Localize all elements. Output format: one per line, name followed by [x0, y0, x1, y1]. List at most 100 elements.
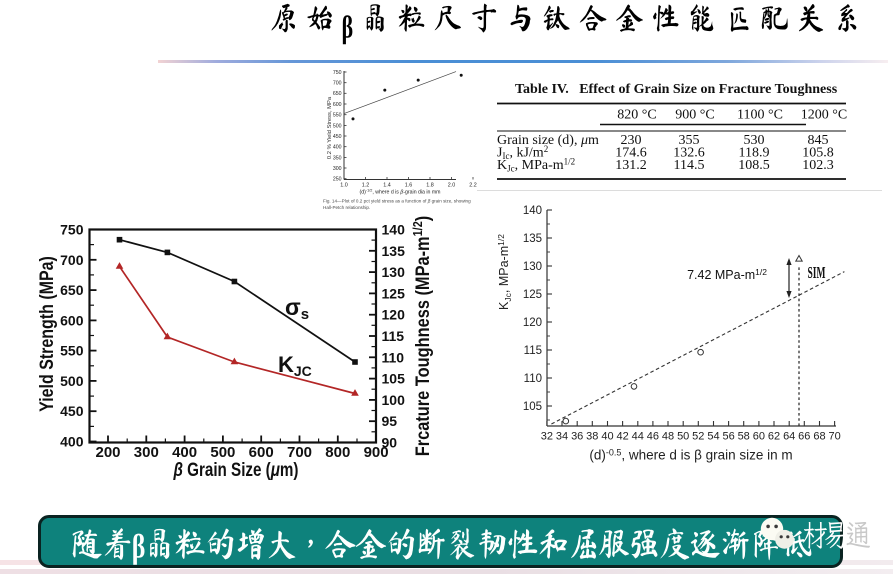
svg-text:KJc, MPa-m1/2: KJc, MPa-m1/2	[497, 157, 575, 174]
svg-text:650: 650	[333, 91, 342, 97]
svg-text:1.2: 1.2	[362, 183, 370, 189]
svg-text:130: 130	[523, 261, 542, 273]
svg-text:120: 120	[382, 307, 406, 323]
svg-text:174.6: 174.6	[615, 146, 647, 161]
svg-text:52: 52	[692, 431, 704, 443]
svg-text:42: 42	[616, 431, 628, 443]
svg-text:114.5: 114.5	[674, 158, 705, 173]
svg-text:KJC: KJC	[278, 352, 312, 379]
svg-text:1.6: 1.6	[405, 183, 413, 189]
svg-text:115: 115	[524, 345, 542, 357]
svg-text:JIc, kJ/m2: JIc, kJ/m2	[497, 144, 548, 161]
svg-text:300: 300	[333, 166, 342, 172]
svg-text:Frcature Toughness (MPa-m1/2): Frcature Toughness (MPa-m1/2)	[410, 216, 433, 456]
svg-text:131.2: 131.2	[615, 158, 647, 173]
svg-text:700: 700	[60, 252, 84, 268]
svg-text:125: 125	[382, 285, 406, 301]
svg-text:64: 64	[783, 431, 795, 443]
svg-text:800: 800	[325, 444, 350, 461]
svg-text:530: 530	[744, 133, 765, 148]
svg-text:0.2 % Yield Stress, MPa: 0.2 % Yield Stress, MPa	[327, 96, 333, 159]
svg-text:125: 125	[523, 289, 542, 301]
svg-text:Hall-Petch relationship.: Hall-Petch relationship.	[323, 205, 370, 210]
svg-text:(d)-0.5, where d is β grain si: (d)-0.5, where d is β grain size in m	[589, 448, 792, 463]
svg-text:Fig. 14—Plot of 0.2 pct yield: Fig. 14—Plot of 0.2 pct yield stress as …	[323, 199, 471, 204]
svg-text:400: 400	[333, 145, 342, 151]
svg-text:120: 120	[523, 317, 542, 329]
svg-text:118.9: 118.9	[739, 146, 770, 161]
svg-text:115: 115	[382, 328, 405, 344]
svg-text:36: 36	[571, 431, 583, 443]
svg-text:820 °C: 820 °C	[617, 108, 656, 123]
svg-text:400: 400	[172, 444, 197, 461]
svg-text:1200 °C: 1200 °C	[801, 108, 847, 123]
svg-text:250: 250	[333, 177, 342, 183]
svg-text:66: 66	[798, 431, 810, 443]
svg-text:Yield Strength (MPa): Yield Strength (MPa)	[36, 256, 58, 412]
svg-text:90: 90	[382, 435, 398, 451]
svg-text:102.3: 102.3	[802, 158, 834, 173]
svg-text:550: 550	[60, 343, 84, 359]
svg-text:2.0: 2.0	[448, 183, 456, 189]
svg-text:54: 54	[707, 431, 719, 443]
svg-text:100: 100	[382, 392, 406, 408]
svg-text:105: 105	[523, 401, 542, 413]
svg-text:450: 450	[333, 134, 342, 140]
svg-text:500: 500	[210, 444, 235, 461]
svg-text:450: 450	[60, 403, 84, 419]
svg-text:56: 56	[722, 431, 734, 443]
svg-text:Table IV. Effect of Grain Si: Table IV. Effect of Grain Size on Fractu…	[515, 82, 838, 97]
svg-text:600: 600	[60, 312, 84, 328]
svg-text:300: 300	[134, 444, 159, 461]
svg-text:700: 700	[287, 444, 312, 461]
svg-text:105.8: 105.8	[802, 146, 834, 161]
svg-text:750: 750	[60, 222, 84, 238]
svg-text:68: 68	[813, 431, 825, 443]
svg-text:70: 70	[828, 431, 840, 443]
svg-text:700: 700	[333, 81, 342, 87]
svg-text:355: 355	[679, 133, 700, 148]
svg-text:58: 58	[738, 431, 750, 443]
svg-text:105: 105	[382, 371, 406, 387]
svg-text:7.42 MPa-m1/2: 7.42 MPa-m1/2	[687, 267, 767, 282]
svg-text:500: 500	[333, 123, 342, 129]
svg-text:132.6: 132.6	[673, 146, 705, 161]
svg-text:48: 48	[662, 431, 674, 443]
svg-text:46: 46	[647, 431, 659, 443]
svg-text:600: 600	[249, 444, 274, 461]
svg-text:KJc, MPa-m1/2: KJc, MPa-m1/2	[496, 234, 513, 310]
svg-text:50: 50	[677, 431, 689, 443]
svg-text:135: 135	[523, 233, 542, 245]
svg-text:32: 32	[541, 431, 553, 443]
svg-text:600: 600	[333, 102, 342, 108]
svg-text:500: 500	[60, 373, 84, 389]
svg-text:62: 62	[768, 431, 780, 443]
svg-text:900 °C: 900 °C	[675, 108, 714, 123]
svg-text:1.8: 1.8	[426, 183, 434, 189]
svg-text:140: 140	[382, 222, 406, 238]
svg-text:σs: σs	[285, 294, 309, 323]
svg-text:350: 350	[333, 155, 342, 161]
svg-text:750: 750	[333, 70, 342, 76]
svg-text:2.2: 2.2	[469, 183, 477, 189]
svg-text:1.0: 1.0	[340, 183, 348, 189]
svg-text:110: 110	[382, 349, 405, 365]
svg-text:135: 135	[382, 243, 406, 259]
svg-text:400: 400	[60, 434, 84, 450]
svg-text:β Grain Size (μm): β Grain Size (μm)	[173, 458, 299, 480]
svg-text:200: 200	[95, 444, 120, 461]
svg-text:110: 110	[524, 373, 542, 385]
svg-text:1100 °C: 1100 °C	[737, 108, 783, 123]
svg-text:550: 550	[333, 113, 342, 119]
svg-text:(d)-1/2, where d is β-grain di: (d)-1/2, where d is β-grain dia in mm	[359, 189, 440, 196]
svg-text:845: 845	[808, 133, 829, 148]
svg-text:Grain size (d), μm: Grain size (d), μm	[497, 133, 599, 148]
svg-text:230: 230	[621, 133, 642, 148]
svg-text:900: 900	[364, 444, 389, 461]
svg-text:38: 38	[586, 431, 598, 443]
svg-text:650: 650	[60, 282, 84, 298]
svg-text:130: 130	[382, 264, 406, 280]
svg-text:1.4: 1.4	[383, 183, 391, 189]
svg-text:108.5: 108.5	[738, 158, 770, 173]
svg-text:40: 40	[601, 431, 613, 443]
